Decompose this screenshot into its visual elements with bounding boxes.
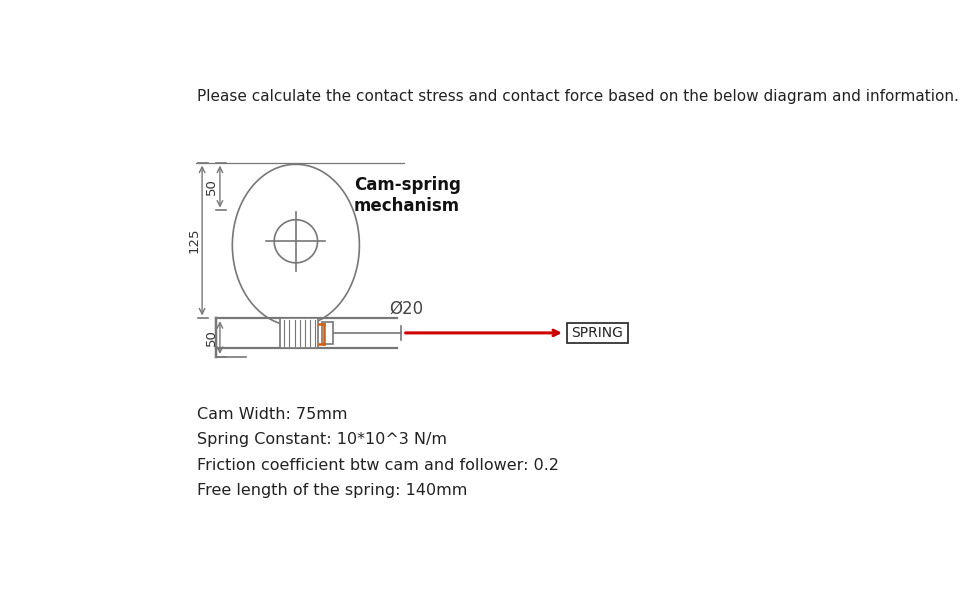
Text: Free length of the spring: 140mm: Free length of the spring: 140mm xyxy=(196,483,468,498)
Text: Spring Constant: 10*10^3 N/m: Spring Constant: 10*10^3 N/m xyxy=(196,432,447,447)
Text: Please calculate the contact stress and contact force based on the below diagram: Please calculate the contact stress and … xyxy=(196,89,958,104)
Text: 125: 125 xyxy=(187,228,200,253)
Text: 50: 50 xyxy=(205,178,218,195)
Text: SPRING: SPRING xyxy=(572,326,623,340)
Text: Cam-spring
mechanism: Cam-spring mechanism xyxy=(354,176,461,214)
Text: Ø20: Ø20 xyxy=(389,300,423,318)
Bar xyxy=(567,323,628,343)
Text: 50: 50 xyxy=(205,329,218,346)
Bar xyxy=(280,318,318,347)
Text: Friction coefficient btw cam and follower: 0.2: Friction coefficient btw cam and followe… xyxy=(196,458,559,473)
Bar xyxy=(323,322,333,344)
Text: Cam Width: 75mm: Cam Width: 75mm xyxy=(196,407,347,422)
